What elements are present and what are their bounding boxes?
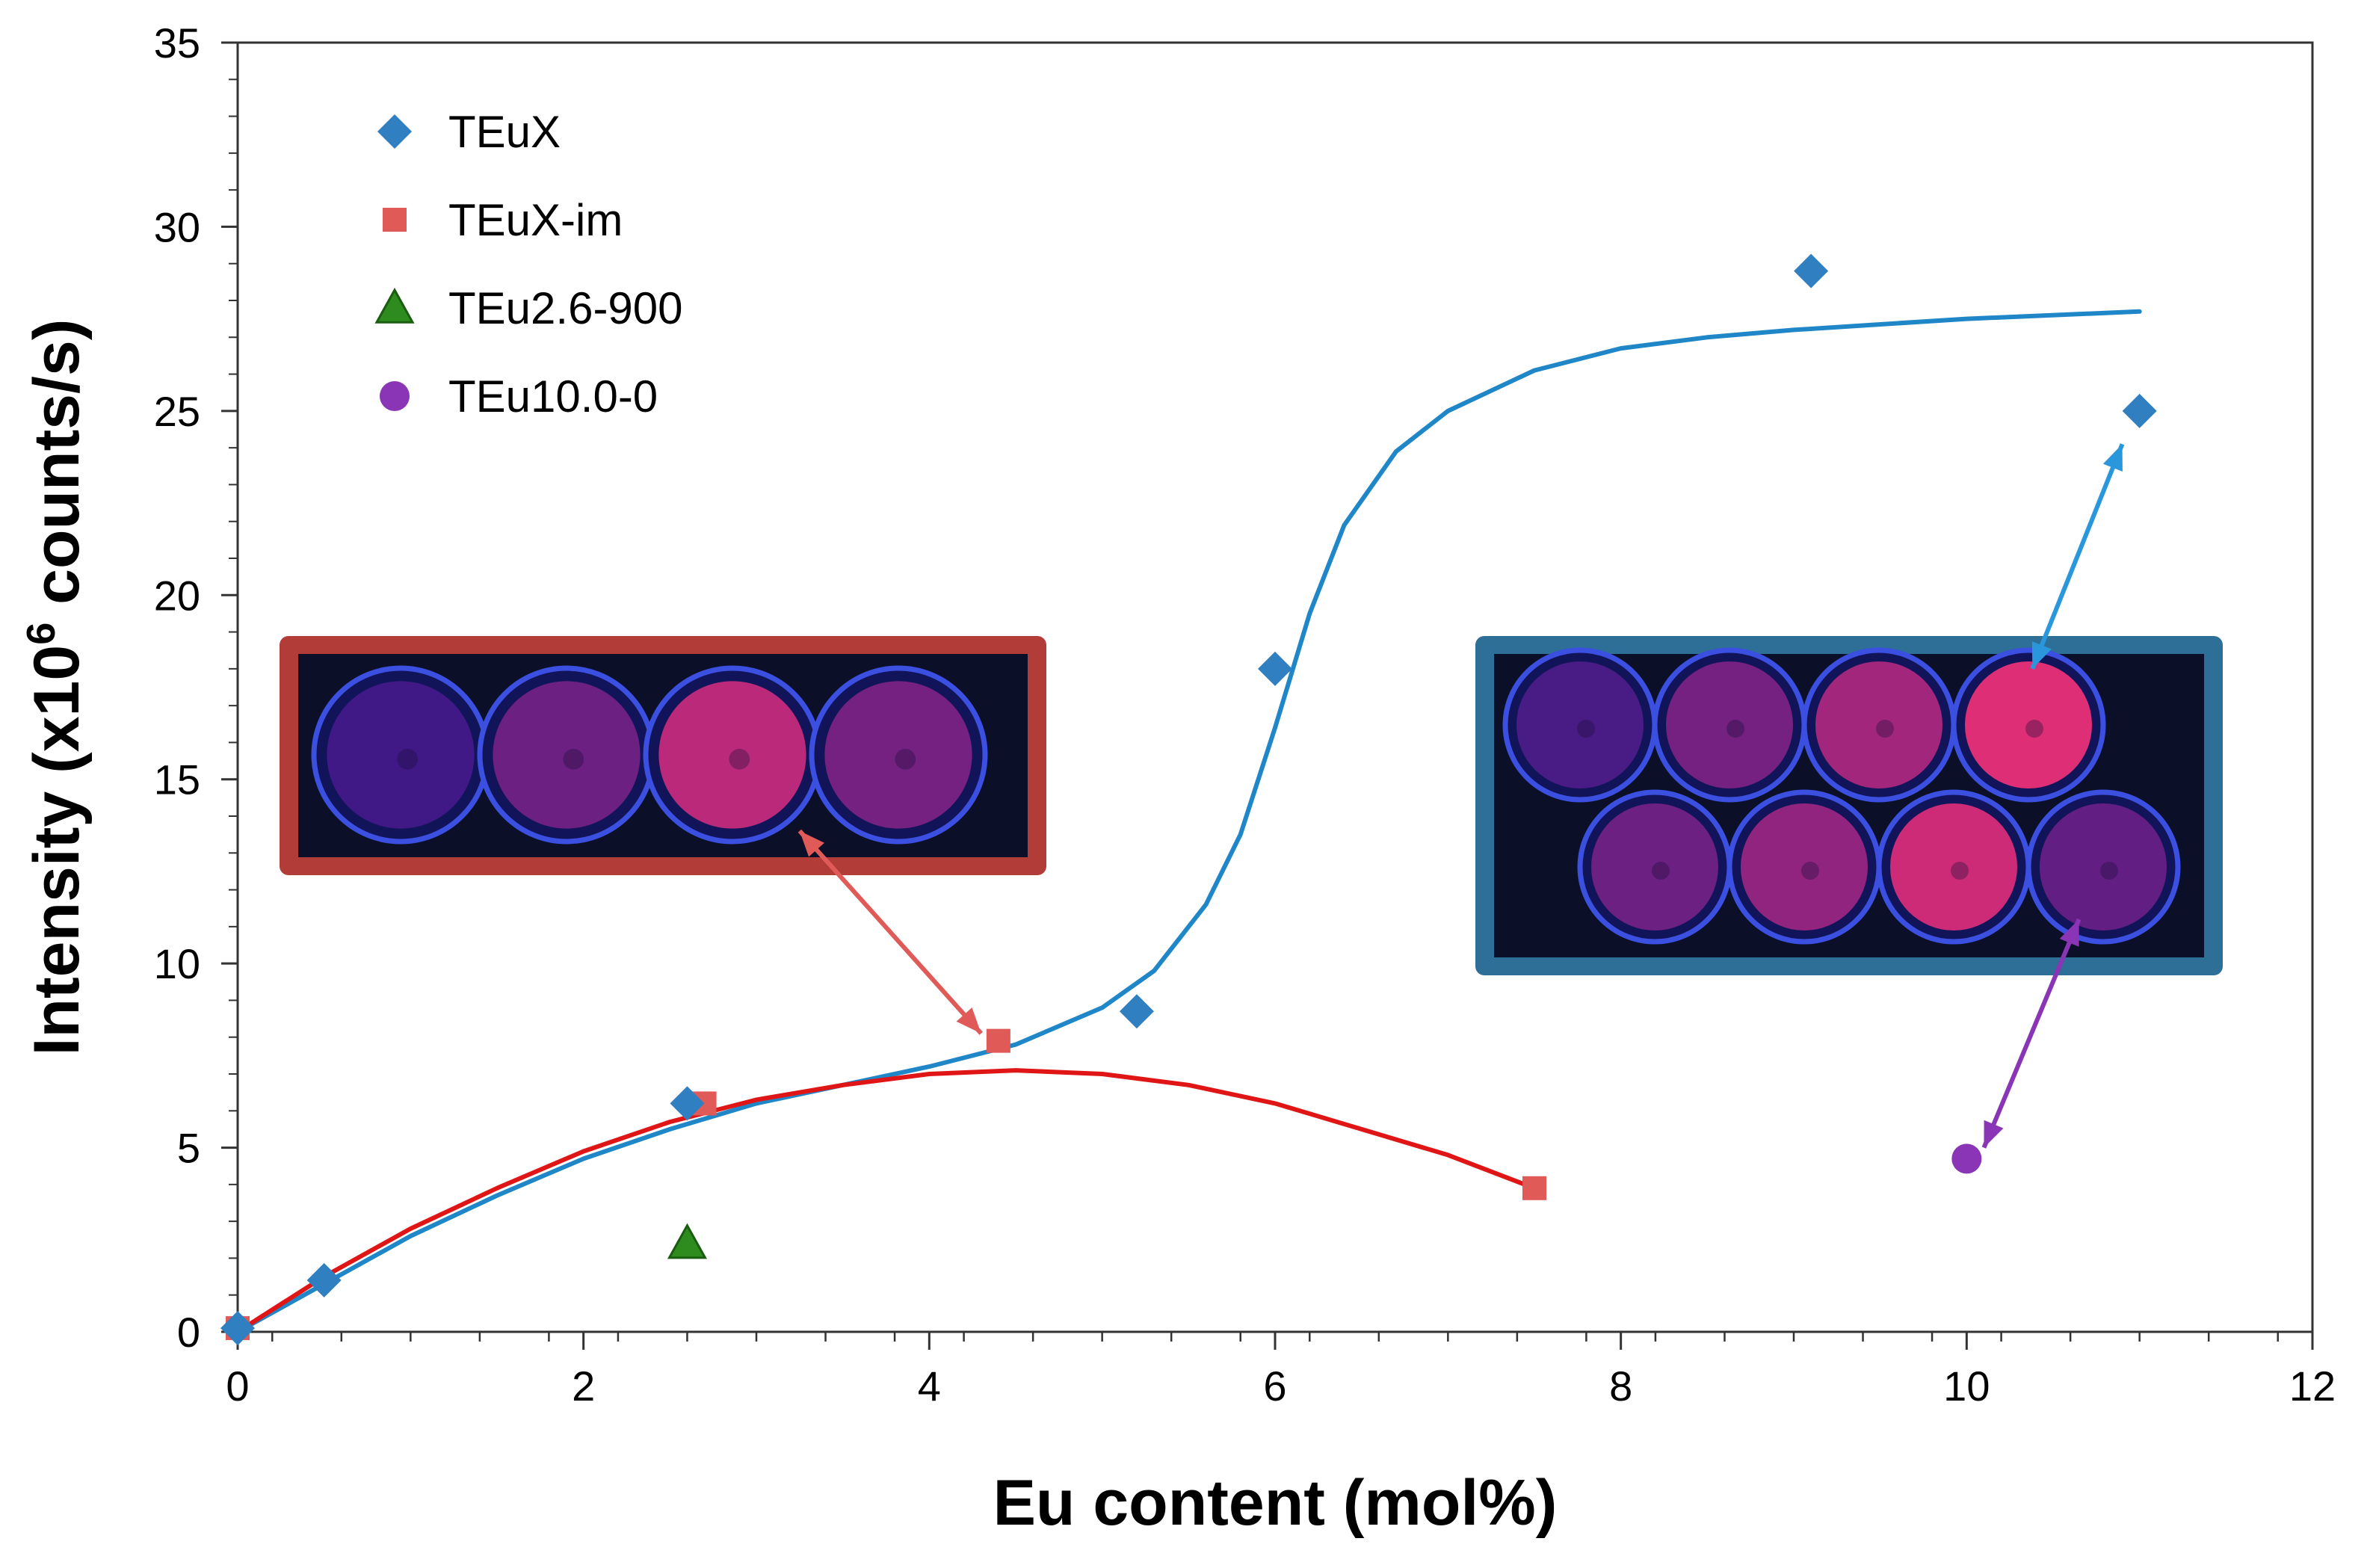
data-point-teux <box>670 1086 705 1121</box>
legend-marker <box>377 114 412 149</box>
y-tick-label: 35 <box>154 19 200 67</box>
inset-photos <box>280 636 2223 975</box>
petri-dish <box>809 665 988 845</box>
data-point-teux <box>220 1311 255 1346</box>
x-tick-label: 8 <box>1609 1362 1632 1410</box>
data-point-teux <box>306 1263 342 1297</box>
legend-marker <box>380 381 410 411</box>
legend-item: TEu10.0-0 <box>380 371 658 422</box>
legend-label: TEu10.0-0 <box>448 371 658 422</box>
y-axis-title-tail: counts/s) <box>21 319 93 623</box>
legend-item: TEuX <box>377 107 561 157</box>
x-tick-label: 2 <box>572 1362 595 1410</box>
legend: TEuX TEuX-im TEu2.6-900 TEu10.0-0 <box>374 107 683 422</box>
legend-item: TEuX-im <box>383 195 623 245</box>
axes: 0 2 4 6 8 10 12 0 5 10 15 20 25 30 35 <box>154 19 2336 1410</box>
data-point-teu2-6-900 <box>667 1223 708 1259</box>
petri-dish <box>1726 789 1882 945</box>
arrow-head <box>956 1007 981 1034</box>
data-point-teux <box>2122 393 2157 428</box>
petri-dish <box>643 665 822 845</box>
petri-dish <box>311 665 490 845</box>
y-tick-label: 10 <box>154 940 200 987</box>
arrow-head <box>1984 1120 2004 1148</box>
y-tick-label: 20 <box>154 572 200 619</box>
legend-label: TEuX <box>448 107 561 157</box>
data-point-teux-im <box>986 1028 1010 1053</box>
petri-dish <box>477 665 656 845</box>
legend-marker <box>374 287 415 324</box>
y-tick-label: 25 <box>154 388 200 435</box>
data-point-teux <box>1119 994 1154 1029</box>
petri-dish <box>1652 647 1807 803</box>
y-tick-label: 30 <box>154 203 200 250</box>
x-tick-label: 6 <box>1263 1362 1286 1410</box>
arrow-head <box>2059 919 2079 947</box>
legend-label: TEu2.6-900 <box>448 283 683 333</box>
data-point-teux <box>1794 253 1829 288</box>
inset-photo-right <box>1475 636 2223 975</box>
arrow-head <box>799 830 824 857</box>
arrow-head <box>2102 444 2123 472</box>
petri-dish <box>1577 789 1732 945</box>
legend-label: TEuX-im <box>448 195 623 245</box>
data-points <box>220 253 2157 1346</box>
petri-dish <box>1951 647 2106 803</box>
data-point-teux-im <box>1522 1176 1546 1200</box>
y-axis-title-main: Intensity (x10 <box>21 645 93 1056</box>
data-point-teux <box>1258 651 1292 686</box>
y-tick-label: 15 <box>154 756 200 803</box>
x-tick-label: 0 <box>226 1362 249 1410</box>
y-axis-title: Intensity (x106 counts/s) <box>19 319 93 1056</box>
petri-dish <box>1876 789 2031 945</box>
inset-photo-left <box>280 636 1046 875</box>
fit-curves <box>235 309 2142 1334</box>
data-point-teu10-0-0 <box>1951 1143 1982 1174</box>
fit-curve-teux-im <box>235 1068 1537 1334</box>
petri-dish <box>2025 789 2181 945</box>
petri-dish <box>1502 647 1658 803</box>
x-axis-title: Eu content (mol%) <box>993 1467 1558 1539</box>
annotation-arrow <box>797 829 983 1035</box>
legend-item: TEu2.6-900 <box>374 283 683 333</box>
annotation-arrow <box>1981 918 2082 1149</box>
x-tick-label: 12 <box>2289 1362 2336 1410</box>
arrow-head <box>2031 641 2052 669</box>
annotation-arrows <box>797 443 2125 1149</box>
fit-curve-teux <box>235 309 2142 1334</box>
y-axis-title-superscript: 6 <box>19 623 64 645</box>
legend-marker <box>383 208 407 232</box>
y-tick-label: 5 <box>177 1125 200 1172</box>
petri-dish <box>1801 647 1957 803</box>
annotation-arrow <box>2030 443 2125 670</box>
y-tick-label: 0 <box>177 1309 200 1356</box>
x-tick-label: 4 <box>918 1362 941 1410</box>
x-tick-label: 10 <box>1943 1362 1990 1410</box>
